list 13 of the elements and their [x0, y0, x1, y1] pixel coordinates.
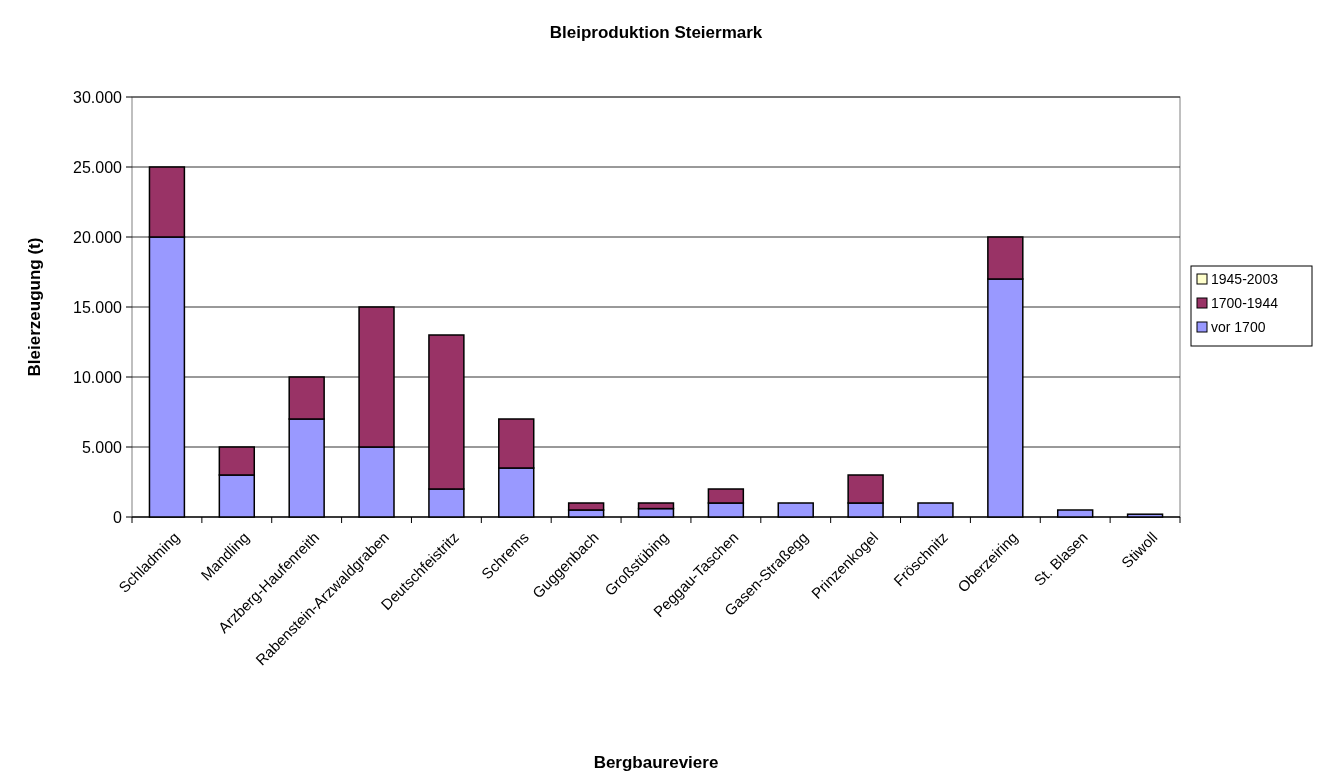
legend-label: 1945-2003	[1211, 270, 1279, 287]
y-axis-title: Bleierzeugung (t)	[25, 237, 44, 377]
y-tick-label: 25.000	[73, 158, 123, 176]
y-tick-label: 0	[113, 508, 123, 526]
legend-label: 1700-1944	[1211, 294, 1279, 311]
x-axis-title: Bergbaureviere	[593, 753, 719, 772]
legend-label: vor 1700	[1211, 318, 1266, 335]
y-tick-label: 15.000	[73, 298, 123, 316]
y-tick-label: 5.000	[81, 438, 123, 456]
chart-title: Bleiproduktion Steiermark	[549, 23, 763, 42]
y-tick-label: 20.000	[73, 228, 123, 246]
y-tick-label: 10.000	[73, 368, 123, 386]
y-tick-label: 30.000	[73, 88, 123, 106]
